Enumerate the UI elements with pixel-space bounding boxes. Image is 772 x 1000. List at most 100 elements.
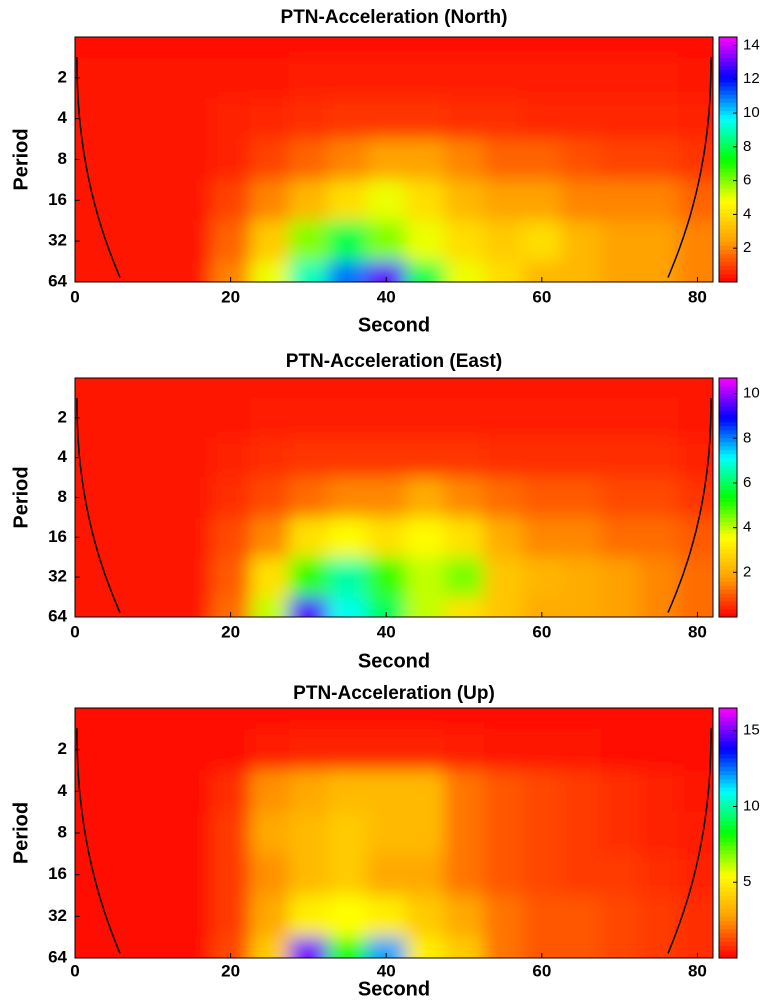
heatmap-cell (522, 37, 562, 58)
heatmap-cell (211, 557, 251, 598)
heatmap-cell (444, 261, 484, 282)
colorbar-segment (719, 513, 737, 518)
heatmap-cell (172, 397, 212, 439)
colorbar-tick-label: 14 (743, 36, 760, 53)
heatmap-cell (600, 937, 640, 958)
heatmap-cell (405, 557, 446, 598)
colorbar-segment (719, 130, 737, 136)
heatmap-cell (327, 937, 368, 958)
heatmap-cell (677, 895, 713, 938)
heatmap-cell (250, 37, 290, 58)
colorbar-segment (719, 257, 737, 263)
heatmap-cell (405, 37, 446, 58)
colorbar-tick-label: 8 (743, 429, 751, 446)
heatmap-cell (600, 770, 640, 813)
heatmap-cell (522, 57, 562, 99)
colorbar-segment (719, 561, 737, 566)
colorbar-segment (719, 758, 737, 763)
y-tick-label: 4 (58, 781, 68, 800)
heatmap-cell (639, 37, 679, 58)
heatmap-cell (288, 477, 329, 518)
heatmap-cell (405, 378, 446, 399)
heatmap-cell (250, 812, 290, 855)
heatmap-cells (75, 378, 713, 617)
heatmap-cell (639, 557, 679, 598)
colorbar-segment (719, 73, 737, 79)
colorbar-segment (719, 135, 737, 140)
y-tick-label: 64 (48, 947, 67, 966)
colorbar-segment (719, 469, 737, 475)
y-tick-label: 16 (48, 864, 67, 883)
heatmap-cell (522, 139, 562, 181)
heatmap-cell (327, 477, 368, 518)
x-tick-label: 60 (532, 287, 551, 306)
heatmap-cell (405, 812, 446, 855)
heatmap-cell (94, 37, 134, 58)
colorbar-segment (719, 94, 737, 99)
heatmap-cell (172, 853, 212, 896)
colorbar-tick-label: 8 (743, 138, 751, 155)
chart-panel: PTN-Acceleration (East) 0 20 40 60 80 2 4 8 16 32 6… (10, 351, 759, 672)
heatmap-cell (288, 853, 329, 896)
heatmap-cell (288, 728, 329, 771)
colorbar-segment (719, 870, 737, 876)
heatmap-cell (639, 397, 679, 439)
colorbar-segment (719, 949, 737, 955)
heatmap-cell (522, 517, 562, 558)
heatmap-cell (600, 378, 640, 399)
colorbar-segment (719, 461, 737, 467)
x-tick-label: 80 (688, 622, 707, 641)
colorbar-segment (719, 269, 737, 275)
colorbar-segment (719, 265, 737, 271)
heatmap-cell (677, 37, 713, 58)
colorbar-segment (719, 224, 737, 230)
colorbar-segment (719, 858, 737, 863)
heatmap-cell (288, 895, 329, 938)
heatmap-cell (250, 517, 290, 558)
heatmap-cell (561, 708, 601, 730)
colorbar-segment (719, 553, 737, 558)
colorbar-segment (719, 916, 737, 921)
colorbar-segment (719, 139, 737, 144)
heatmap-cell (483, 437, 523, 479)
heatmap-cell (94, 812, 134, 855)
heatmap-cell (522, 770, 562, 813)
colorbar-segment (719, 837, 737, 842)
heatmap-cell (133, 98, 173, 140)
heatmap-cell (75, 937, 95, 958)
heatmap-cell (133, 853, 173, 896)
heatmap-cell (639, 770, 679, 813)
heatmap-cell (405, 597, 446, 617)
heatmap-cell (600, 812, 640, 855)
colorbar-segment (719, 273, 737, 279)
colorbar-segment (719, 820, 737, 826)
heatmap-cell (327, 378, 368, 399)
heatmap-cell (94, 378, 134, 399)
colorbar-segment (719, 912, 737, 917)
colorbar-segment (719, 874, 737, 880)
colorbar-segment (719, 778, 737, 784)
colorbar-segment (719, 147, 737, 152)
heatmap-cell (677, 853, 713, 896)
colorbar-segment (719, 783, 737, 788)
heatmap-cell (483, 770, 523, 813)
colorbar-segment (719, 545, 737, 550)
heatmap-cell (250, 477, 290, 518)
colorbar-segment (719, 233, 737, 238)
colorbar-segment (719, 212, 737, 218)
colorbar-segment (719, 849, 737, 855)
colorbar-segment (719, 537, 737, 542)
colorbar-segment (719, 728, 737, 734)
heatmap-cell (211, 597, 251, 617)
heatmap-cell (288, 37, 329, 58)
colorbar-segment (719, 37, 737, 42)
heatmap-cell (327, 220, 368, 263)
heatmap-cell (327, 708, 368, 730)
heatmap-cell (366, 937, 407, 958)
colorbar-tick-label: 4 (743, 205, 751, 222)
heatmap-cell (522, 728, 562, 771)
heatmap-cell (561, 597, 601, 617)
heatmap-cell (444, 770, 484, 813)
colorbar-segment (719, 928, 737, 934)
colorbar-segment (719, 118, 737, 124)
